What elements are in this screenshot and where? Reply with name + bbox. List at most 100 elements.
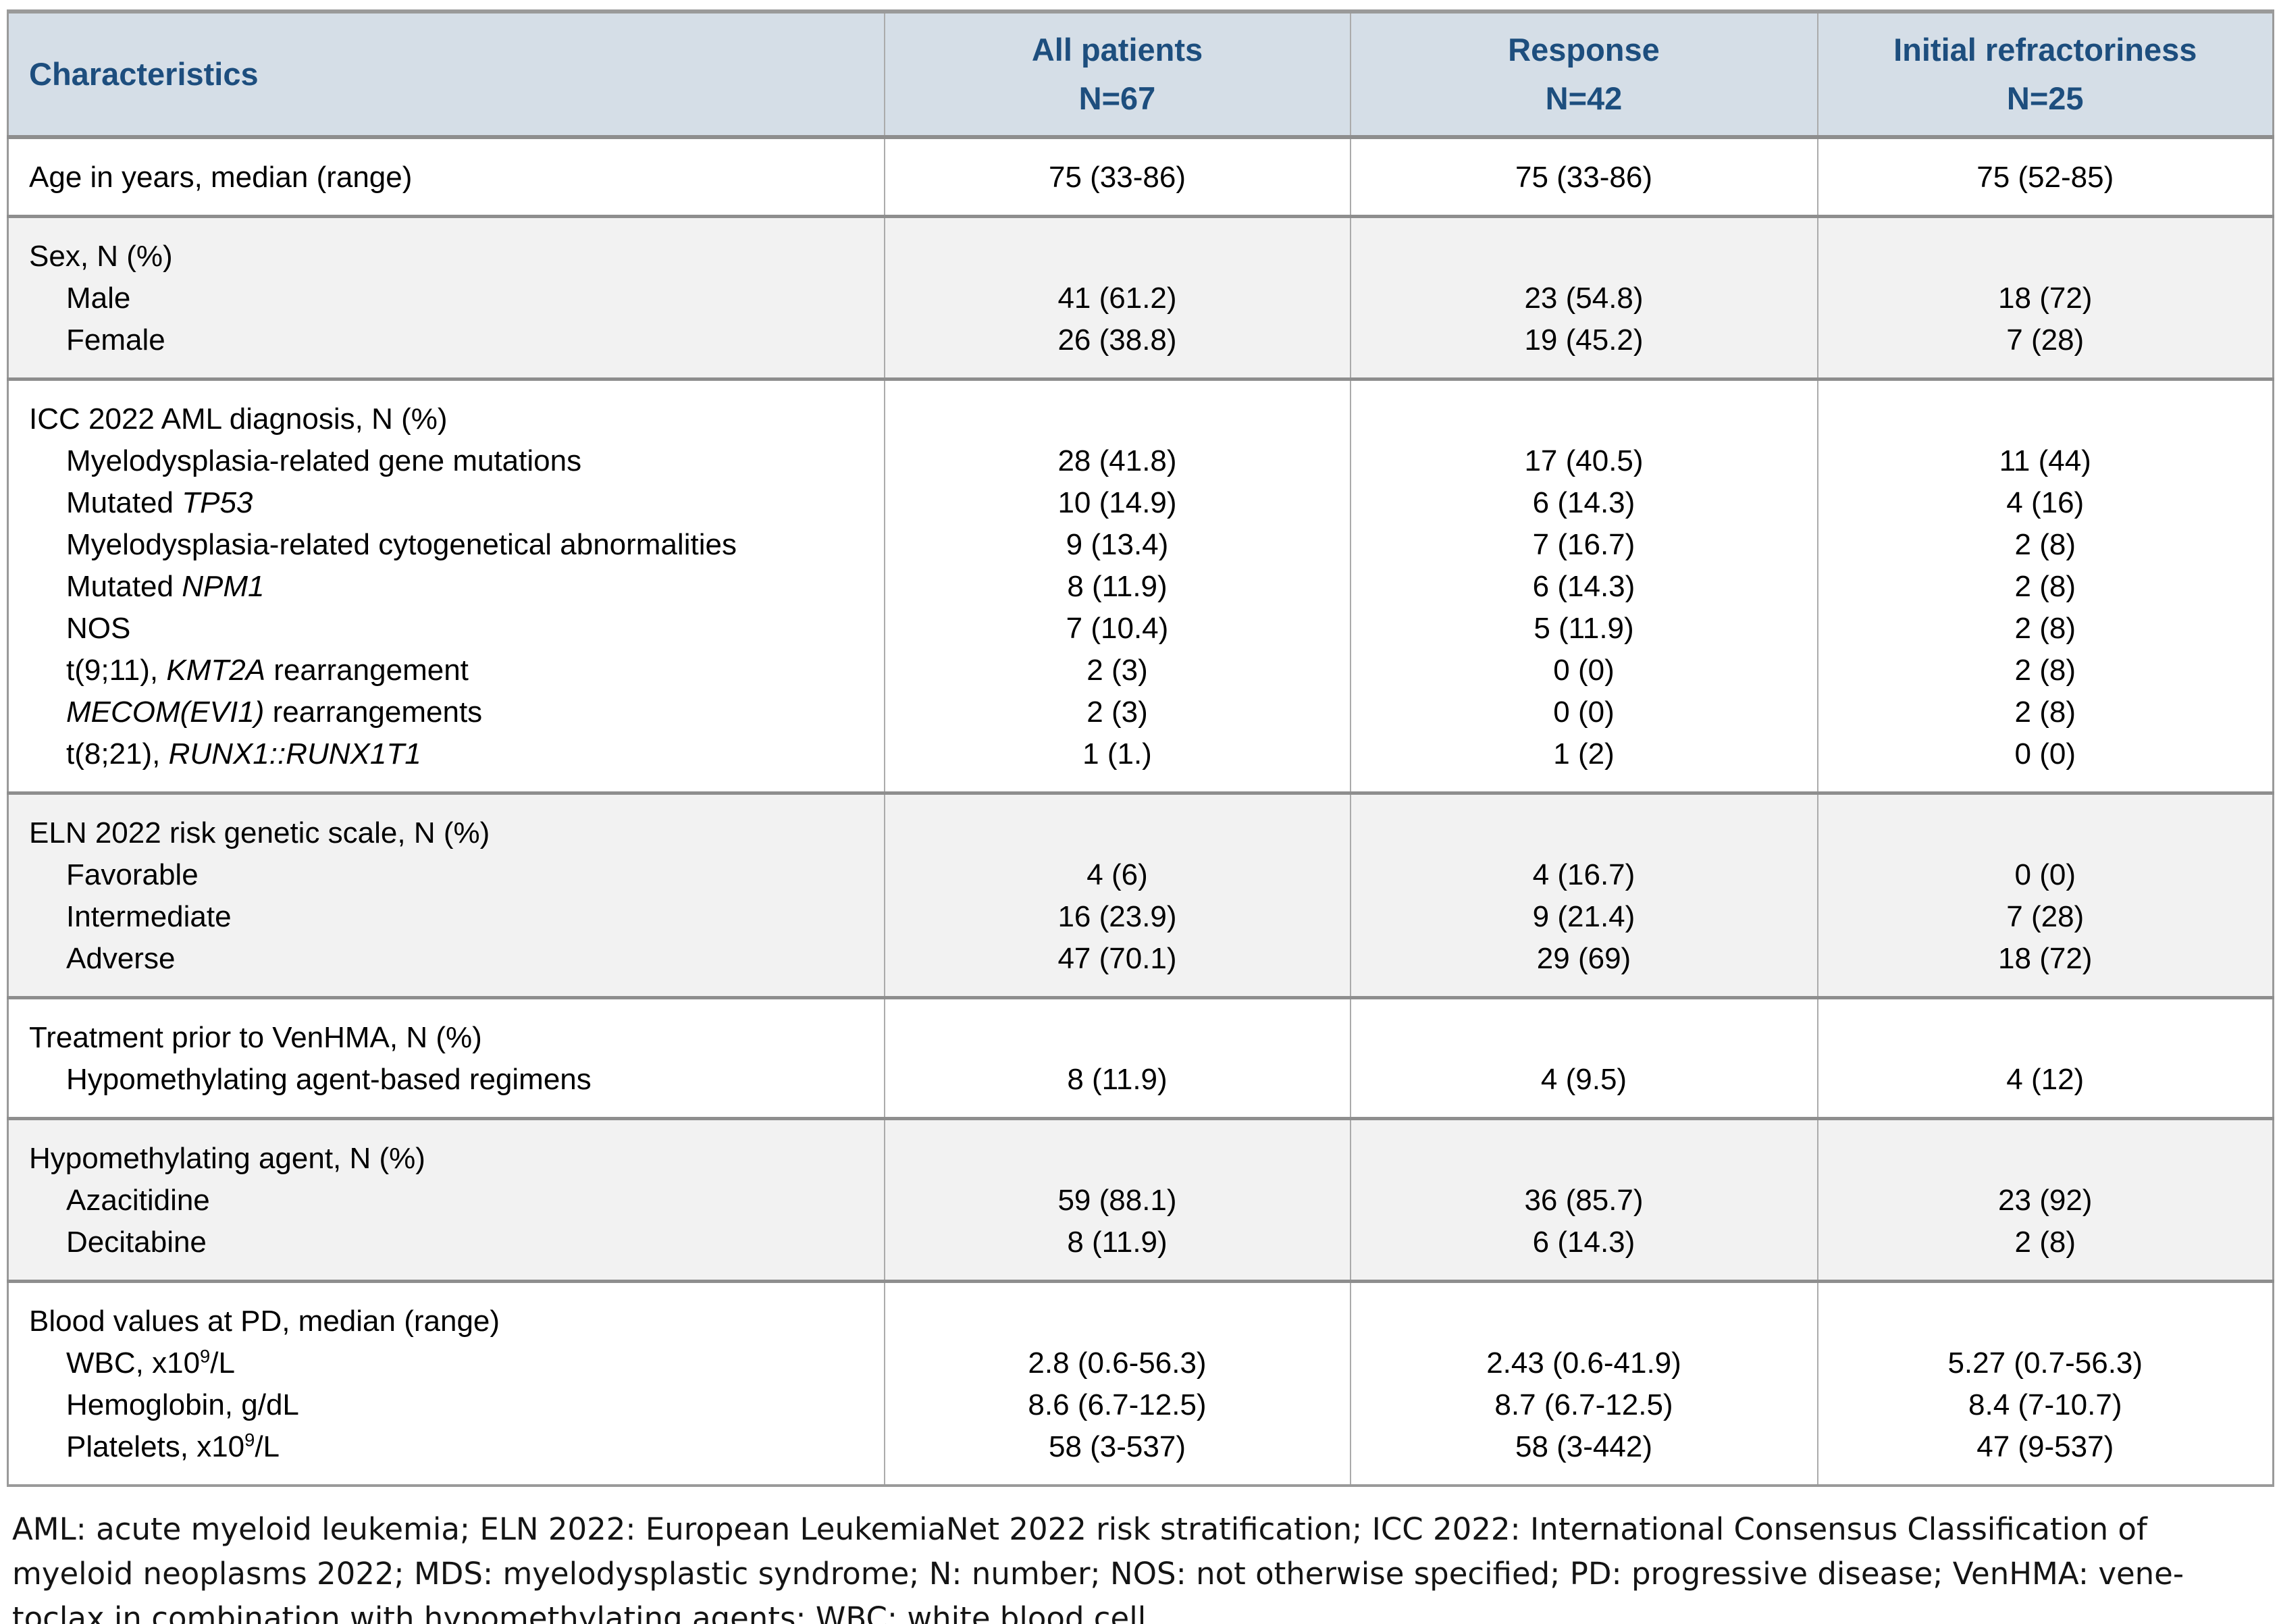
characteristic-cell: Mutated TP53 [7,482,885,524]
table-row-age: Age in years, median (range) 75 (33-86) … [7,135,2274,217]
value-cell: 41 (61.2) [883,278,1351,319]
value-cell: 11 (44) [1816,440,2274,482]
value-cell [1349,1117,1818,1180]
value-cell: 8 (11.9) [883,566,1351,608]
table-row-favorable: Favorable 4 (6) 4 (16.7) 0 (0) [7,854,2274,896]
column-n: N=25 [2006,80,2084,116]
table-row-azacitidine: Azacitidine 59 (88.1) 36 (85.7) 23 (92) [7,1180,2274,1222]
gene-name: NPM1 [182,570,265,603]
row-label: Platelets, x10 [66,1430,245,1463]
row-label-suffix: /L [255,1430,280,1463]
row-label: Female [66,323,165,357]
superscript: 9 [200,1345,211,1367]
value-cell [1349,1280,1818,1342]
row-label-suffix: /L [210,1346,235,1380]
row-label: Age in years, median (range) [29,161,413,194]
value-cell [1816,1280,2274,1342]
value-cell: 7 (10.4) [883,608,1351,650]
value-cell: 2 (8) [1816,650,2274,691]
value-cell: 75 (52-85) [1816,135,2274,217]
value-cell: 47 (70.1) [883,938,1351,998]
table-body: Age in years, median (range) 75 (33-86) … [7,135,2274,1486]
abbreviations-footnote: AML: acute myeloid leukemia; ELN 2022: E… [12,1507,2272,1624]
table-row-runx1: t(8;21), RUNX1::RUNX1T1 1 (1.) 1 (2) 0 (… [7,733,2274,793]
value-cell: 4 (16.7) [1349,854,1818,896]
table-row-male: Male 41 (61.2) 23 (54.8) 18 (72) [7,278,2274,319]
gene-name: RUNX1::RUNX1T1 [168,737,421,770]
value-cell: 0 (0) [1349,650,1818,691]
row-label-suffix: rearrangement [265,654,469,687]
value-cell: 23 (92) [1816,1180,2274,1222]
value-cell [883,1117,1351,1180]
row-label: Intermediate [66,900,232,933]
value-cell: 4 (12) [1816,1059,2274,1119]
value-cell [1349,215,1818,278]
table-row-platelets: Platelets, x109/L 58 (3-537) 58 (3-442) … [7,1426,2274,1486]
value-cell: 8.4 (7-10.7) [1816,1384,2274,1426]
row-label: Adverse [66,942,176,975]
value-cell [883,377,1351,440]
value-cell: 1 (1.) [883,733,1351,793]
value-cell [1816,377,2274,440]
characteristic-cell: Platelets, x109/L [7,1426,885,1486]
group-title-row-treatment: Treatment prior to VenHMA, N (%) [7,996,2274,1059]
value-cell: 47 (9-537) [1816,1426,2274,1486]
row-label: Favorable [66,858,199,891]
group-title-cell: Hypomethylating agent, N (%) [7,1117,885,1180]
value-cell: 2 (3) [883,691,1351,733]
group-title-row-blood-values: Blood values at PD, median (range) [7,1280,2274,1342]
header-all-patients: All patients N=67 [883,11,1351,139]
characteristic-cell: Female [7,319,885,379]
value-cell: 10 (14.9) [883,482,1351,524]
gene-name: MECOM(EVI1) [66,696,265,729]
group-title: ICC 2022 AML diagnosis, N (%) [29,402,448,436]
group-title-cell: ELN 2022 risk genetic scale, N (%) [7,791,885,854]
value-cell: 36 (85.7) [1349,1180,1818,1222]
value-cell: 2.43 (0.6-41.9) [1349,1342,1818,1384]
value-cell [1349,377,1818,440]
value-cell: 28 (41.8) [883,440,1351,482]
group-title: Blood values at PD, median (range) [29,1305,500,1338]
table-row-female: Female 26 (38.8) 19 (45.2) 7 (28) [7,319,2274,379]
value-cell: 29 (69) [1349,938,1818,998]
column-title: Response [1508,32,1660,68]
value-cell [1816,1117,2274,1180]
superscript: 9 [244,1429,255,1450]
row-label: Myelodysplasia-related cytogenetical abn… [66,528,737,561]
value-cell [1349,996,1818,1059]
row-label: Mutated [66,486,182,519]
value-cell: 2 (8) [1816,566,2274,608]
column-title: All patients [1031,32,1203,68]
footnote-line: toclax in combination with hypomethylati… [12,1600,1156,1624]
table-row-kmt2a: t(9;11), KMT2A rearrangement 2 (3) 0 (0)… [7,650,2274,691]
table-row-adverse: Adverse 47 (70.1) 29 (69) 18 (72) [7,938,2274,998]
group-title: Hypomethylating agent, N (%) [29,1142,425,1175]
value-cell: 0 (0) [1816,854,2274,896]
value-cell [1816,791,2274,854]
value-cell: 7 (16.7) [1349,524,1818,566]
group-title: Sex, N (%) [29,240,173,273]
row-label: Mutated [66,570,182,603]
value-cell [1816,996,2274,1059]
table-row-mutated-tp53: Mutated TP53 10 (14.9) 6 (14.3) 4 (16) [7,482,2274,524]
footnote-line: AML: acute myeloid leukemia; ELN 2022: E… [12,1511,2147,1547]
value-cell: 9 (21.4) [1349,896,1818,938]
value-cell [1816,215,2274,278]
characteristic-cell: Azacitidine [7,1180,885,1222]
value-cell: 2.8 (0.6-56.3) [883,1342,1351,1384]
value-cell: 8 (11.9) [883,1059,1351,1119]
value-cell: 18 (72) [1816,938,2274,998]
group-title-cell: Blood values at PD, median (range) [7,1280,885,1342]
table-row-hemoglobin: Hemoglobin, g/dL 8.6 (6.7-12.5) 8.7 (6.7… [7,1384,2274,1426]
group-title: Treatment prior to VenHMA, N (%) [29,1021,482,1054]
value-cell: 8.7 (6.7-12.5) [1349,1384,1818,1426]
value-cell: 75 (33-86) [883,135,1351,217]
group-title-cell: Treatment prior to VenHMA, N (%) [7,996,885,1059]
header-characteristics: Characteristics [7,11,885,139]
row-label: Hemoglobin, g/dL [66,1388,299,1421]
value-cell: 75 (33-86) [1349,135,1818,217]
column-n: N=42 [1545,80,1623,116]
patient-characteristics-table-page: Characteristics All patients N=67 Respon… [0,9,2279,1624]
table-row-mutated-npm1: Mutated NPM1 8 (11.9) 6 (14.3) 2 (8) [7,566,2274,608]
row-label: Hypomethylating agent-based regimens [66,1063,592,1096]
